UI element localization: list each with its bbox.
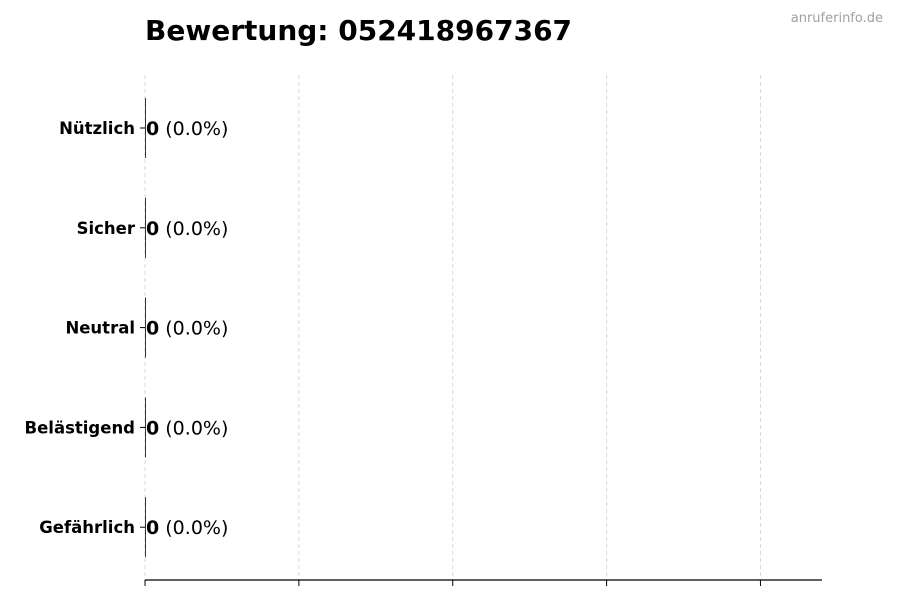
- bar: [145, 397, 146, 458]
- category-label: Neutral: [65, 319, 135, 338]
- value-label: 0 (0.0%): [146, 517, 228, 539]
- bars: 0 (0.0%) 0 (0.0%) 0 (0.0%) 0 (0.0%) 0 (0.0%): [145, 98, 228, 558]
- category-label: Nützlich: [59, 119, 135, 138]
- category-label: Belästigend: [25, 418, 135, 437]
- value-label: 0 (0.0%): [146, 118, 228, 140]
- chart-title: Bewertung: 052418967367: [145, 14, 572, 47]
- category-label: Gefährlich: [39, 518, 135, 537]
- bar: [145, 297, 146, 358]
- grid: [144, 75, 761, 580]
- value-label: 0 (0.0%): [146, 218, 228, 240]
- watermark: anruferinfo.de: [791, 11, 883, 26]
- value-label: 0 (0.0%): [146, 318, 228, 340]
- axes: Nützlich Sicher Neutral Belästigend Gefährli…: [25, 119, 822, 586]
- value-label: 0 (0.0%): [146, 417, 228, 439]
- bar: [145, 497, 146, 558]
- bar: [145, 98, 146, 158]
- category-label: Sicher: [77, 219, 136, 238]
- bar: [145, 197, 146, 258]
